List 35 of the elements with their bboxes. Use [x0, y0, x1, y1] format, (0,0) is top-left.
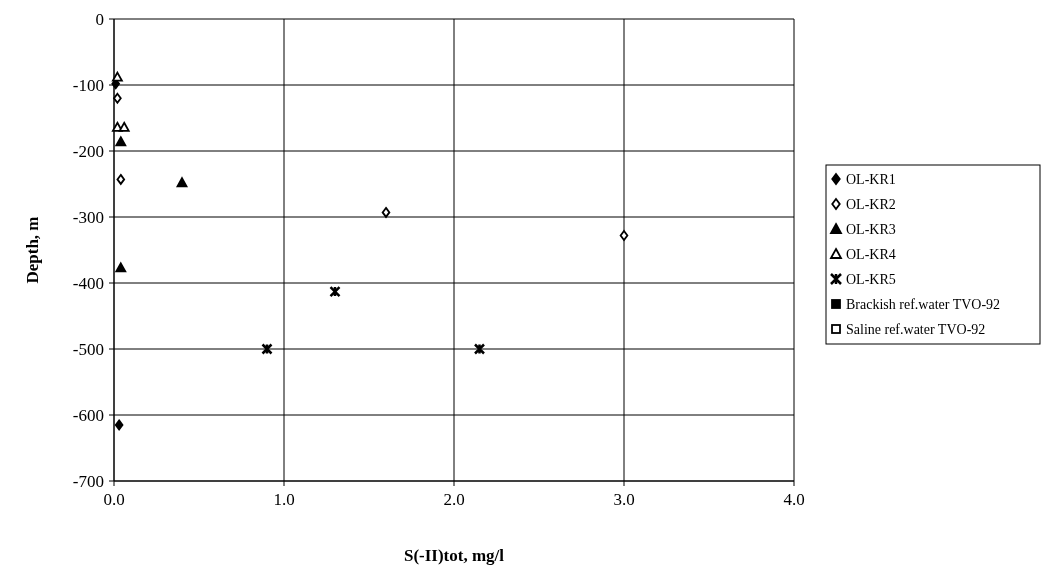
y-tick-label: -700 [72, 471, 104, 491]
legend-label: OL-KR1 [846, 171, 896, 187]
y-tick-label: -300 [72, 207, 104, 227]
legend-label: OL-KR4 [846, 246, 896, 262]
x-tick-label: 2.0 [443, 490, 465, 509]
y-tick-label: -400 [72, 273, 104, 293]
y-tick-label: -100 [72, 75, 104, 95]
legend-label: Saline ref.water TVO-92 [846, 321, 986, 337]
legend-label: OL-KR3 [846, 221, 896, 237]
y-tick-label: -200 [72, 141, 104, 161]
x-tick-label: 3.0 [613, 490, 635, 509]
legend-label: OL-KR2 [846, 196, 896, 212]
point [116, 173, 126, 185]
point [118, 121, 130, 132]
x-tick-label: 0.0 [103, 490, 125, 509]
point [115, 136, 127, 147]
point [329, 285, 341, 298]
legend-label: Brackish ref.water TVO-92 [846, 296, 1001, 312]
point [473, 343, 486, 355]
y-tick-label: 0 [95, 9, 104, 29]
point [176, 177, 188, 188]
point [112, 71, 123, 82]
x-tick-label: 1.0 [273, 490, 295, 509]
point [115, 262, 127, 273]
point [381, 206, 391, 218]
point [113, 92, 122, 104]
point [261, 343, 273, 355]
point [619, 230, 629, 241]
point [114, 419, 124, 431]
y-tick-label: -600 [72, 405, 104, 425]
legend-label: OL-KR5 [846, 271, 896, 287]
x-axis-title: S(-II)tot, mg/l [403, 546, 505, 565]
x-tick-label: 4.0 [783, 490, 805, 509]
y-tick-label: -500 [72, 339, 104, 359]
y-axis-title: Depth, m [23, 216, 42, 284]
